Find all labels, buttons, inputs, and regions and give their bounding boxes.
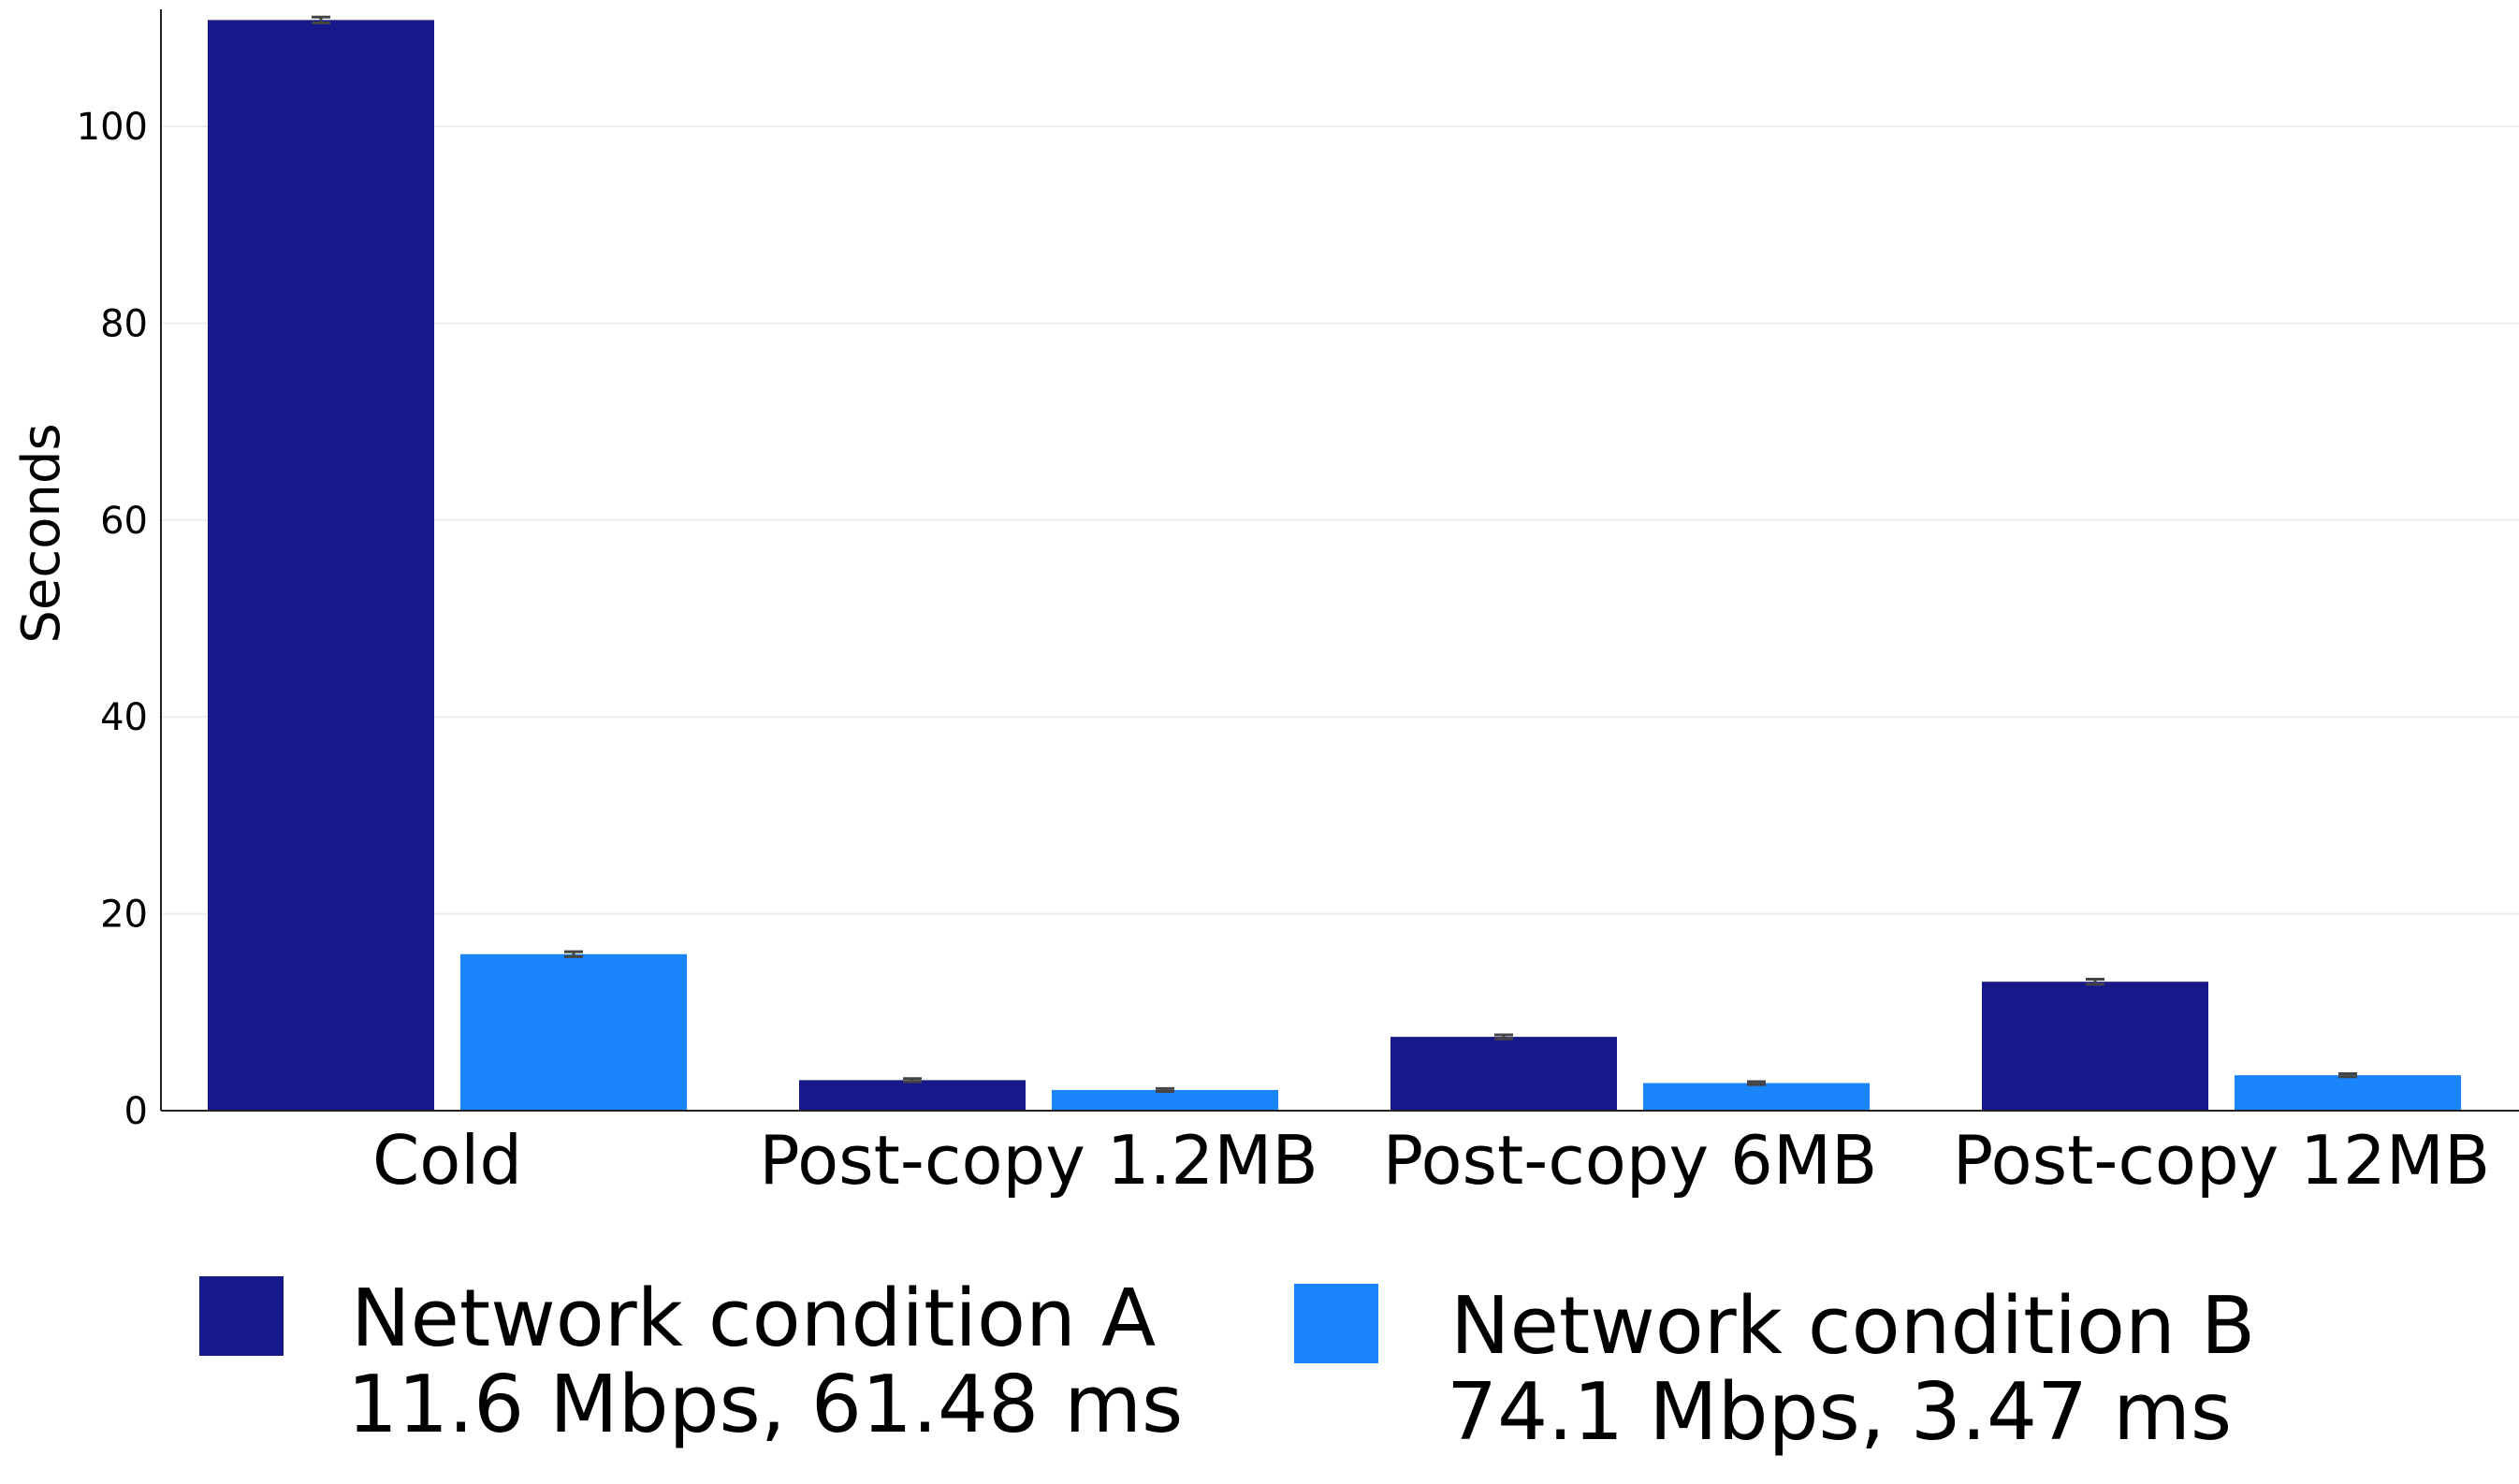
bar [460, 953, 687, 1111]
legend-detail: 11.6 Mbps, 61.48 ms [347, 1359, 1183, 1451]
bar [208, 20, 434, 1111]
y-tick-label: 20 [100, 894, 148, 937]
bar [799, 1080, 1026, 1111]
bars [208, 15, 2461, 1111]
y-tick-label: 100 [77, 106, 148, 149]
bar [1643, 1083, 1870, 1111]
y-axis-title: Seconds [11, 423, 72, 643]
axes: 0 20 40 60 80 100 Cold Post-copy 1.2MB Post-copy… [77, 9, 2519, 1200]
x-tick-label: Post-copy 12MB [1953, 1121, 2491, 1200]
legend-label: Network condition B [1450, 1280, 2255, 1373]
x-tick-label: Post-copy 6MB [1383, 1121, 1878, 1200]
legend-swatch [199, 1276, 284, 1356]
legend-detail: 74.1 Mbps, 3.47 ms [1447, 1366, 2232, 1459]
x-tick-label: Cold [372, 1121, 522, 1200]
legend-label: Network condition A [351, 1273, 1156, 1365]
bar [1391, 1037, 1617, 1111]
y-tick-label: 60 [100, 500, 148, 543]
y-tick-label: 80 [100, 302, 148, 345]
grid-lines [161, 125, 2519, 915]
bar [1982, 982, 2208, 1111]
bar [2235, 1075, 2461, 1111]
y-tick-label: 40 [100, 696, 148, 739]
legend-swatch [1294, 1284, 1378, 1363]
y-tick-label: 0 [124, 1090, 148, 1133]
x-tick-label: Post-copy 1.2MB [759, 1121, 1318, 1200]
bar [1052, 1089, 1278, 1111]
legend: Network condition A11.6 Mbps, 61.48 ms Ne… [199, 1273, 2255, 1459]
